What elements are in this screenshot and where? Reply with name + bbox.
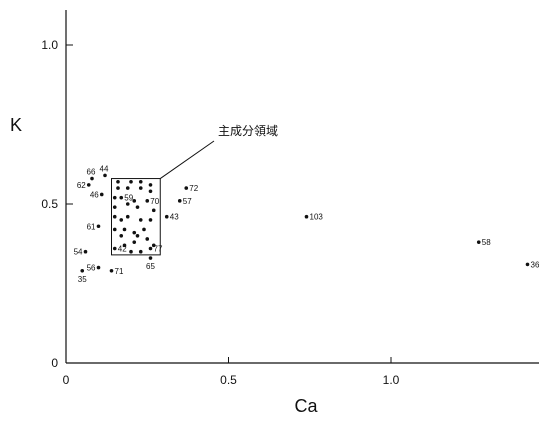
data-point <box>132 199 136 203</box>
data-point-label: 59 <box>124 194 133 203</box>
data-point-label: 46 <box>90 190 99 199</box>
y-tick-label: 0 <box>51 356 58 370</box>
data-point-label: 58 <box>482 238 491 247</box>
data-point <box>87 183 91 187</box>
data-point <box>305 215 309 219</box>
data-point-label: 62 <box>77 181 86 190</box>
y-tick-label: 1.0 <box>41 38 58 52</box>
data-point <box>145 199 149 203</box>
data-point <box>477 240 481 244</box>
data-point-label: 44 <box>100 164 109 173</box>
callout-leader-line <box>160 141 214 179</box>
data-point <box>142 228 146 232</box>
data-point-label: 70 <box>150 197 159 206</box>
data-point <box>139 218 143 222</box>
data-point-label: 43 <box>170 213 179 222</box>
data-point <box>136 234 140 238</box>
data-point-label: 36 <box>531 260 539 269</box>
data-point <box>129 250 133 254</box>
data-point <box>136 205 140 209</box>
data-point <box>526 263 530 267</box>
x-tick-label: 1.0 <box>383 373 400 387</box>
data-point <box>132 240 136 244</box>
data-point <box>100 193 104 197</box>
data-point <box>119 234 123 238</box>
data-point-label: 35 <box>78 275 87 284</box>
data-point <box>113 215 117 219</box>
data-point <box>113 228 117 232</box>
data-point <box>132 231 136 235</box>
data-point <box>123 244 127 248</box>
data-point <box>113 205 117 209</box>
data-point <box>97 266 101 270</box>
data-point <box>145 237 149 241</box>
data-point <box>149 218 153 222</box>
data-point <box>97 224 101 228</box>
data-point <box>119 218 123 222</box>
data-point <box>116 180 120 184</box>
data-point-label: 56 <box>87 264 96 273</box>
data-point <box>113 247 117 251</box>
data-point <box>139 250 143 254</box>
data-point <box>110 269 114 273</box>
data-point-label: 66 <box>87 168 96 177</box>
data-point-label: 57 <box>183 197 192 206</box>
data-point <box>126 186 130 190</box>
data-point <box>116 186 120 190</box>
x-axis-title: Ca <box>294 396 318 416</box>
data-point <box>139 180 143 184</box>
data-point-label: 54 <box>74 248 83 257</box>
data-point <box>126 215 130 219</box>
annotation-text: 主成分領域 <box>218 123 278 138</box>
data-point <box>149 256 153 260</box>
data-point <box>103 174 107 178</box>
data-point-label: 72 <box>189 184 198 193</box>
data-point <box>90 177 94 181</box>
data-point-label: 65 <box>146 262 155 271</box>
data-point <box>113 196 117 200</box>
data-point <box>149 189 153 193</box>
y-axis-title: K <box>10 115 22 135</box>
data-point <box>178 199 182 203</box>
data-point <box>149 247 153 251</box>
data-point <box>129 180 133 184</box>
data-point <box>84 250 88 254</box>
data-point <box>139 186 143 190</box>
data-point <box>165 215 169 219</box>
data-point <box>123 228 127 232</box>
data-point <box>184 186 188 190</box>
data-point <box>126 202 130 206</box>
data-point <box>119 196 123 200</box>
data-point <box>80 269 84 273</box>
data-point <box>152 209 156 213</box>
main-component-box <box>112 179 161 255</box>
data-point-label: 61 <box>87 222 96 231</box>
data-point-label: 71 <box>115 267 124 276</box>
data-point-label: 103 <box>310 213 324 222</box>
data-point <box>149 183 153 187</box>
y-tick-label: 0.5 <box>41 197 58 211</box>
x-tick-label: 0.5 <box>220 373 237 387</box>
x-tick-label: 0 <box>63 373 70 387</box>
data-point <box>152 244 156 248</box>
